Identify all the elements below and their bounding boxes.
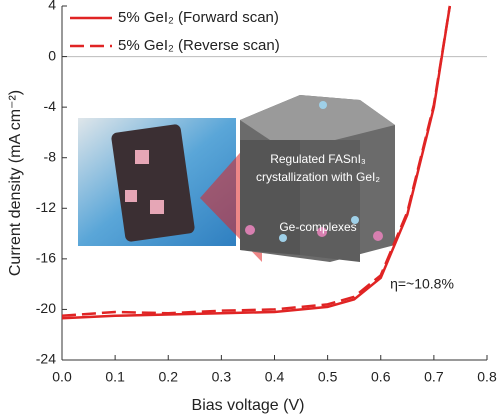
x-tick-label: 0.4: [265, 369, 285, 385]
x-tick-label: 0.0: [52, 369, 72, 385]
series-line: [61, 5, 452, 317]
annotation: crystallization with GeI₂: [256, 170, 380, 184]
legend-label: 5% GeI₂ (Forward scan): [118, 9, 279, 26]
annotation: η=~10.8%: [390, 276, 454, 292]
y-axis-label: Current density (mA cm⁻²): [7, 90, 24, 276]
annotation: Ge-complexes: [279, 220, 356, 234]
inset-photo: [78, 118, 236, 246]
x-axis-label: Bias voltage (V): [192, 397, 305, 414]
x-tick-label: 0.2: [159, 369, 179, 385]
y-tick-label: 0: [48, 47, 56, 63]
x-tick-label: 0.6: [371, 369, 391, 385]
y-tick-label: -12: [36, 199, 56, 215]
y-tick-label: -16: [36, 250, 56, 266]
x-tick-label: 0.1: [105, 369, 125, 385]
x-tick-label: 0.8: [477, 369, 497, 385]
annotation: Regulated FASnI₃: [270, 152, 366, 166]
y-tick-label: -24: [36, 351, 56, 367]
y-tick-label: -20: [36, 300, 56, 316]
y-tick-label: -4: [44, 98, 57, 114]
y-tick-label: -8: [44, 148, 57, 164]
crystal-schematic: [240, 95, 395, 262]
x-tick-label: 0.7: [424, 369, 444, 385]
x-tick-label: 0.5: [318, 369, 338, 385]
x-tick-label: 0.3: [212, 369, 232, 385]
y-tick-label: 4: [48, 0, 56, 13]
legend-label: 5% GeI₂ (Reverse scan): [118, 37, 280, 54]
